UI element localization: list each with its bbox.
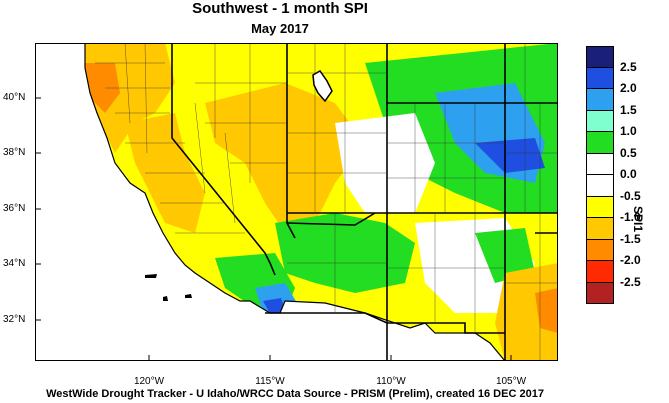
border-nv-az <box>286 212 376 226</box>
zone-utah-normal <box>335 113 435 213</box>
border-ca-nv <box>171 43 276 276</box>
colorbar-segment <box>586 110 614 132</box>
colorbar-segment <box>586 175 614 197</box>
colorbar-segment <box>586 239 614 261</box>
colorbar-tick-label: 0.0 <box>620 167 637 181</box>
colorbar-tick-label: 1.0 <box>620 124 637 138</box>
zone-arizona-wet <box>275 213 415 293</box>
zone-east-nm-dry <box>495 263 558 361</box>
colorbar-tick-label: -2.0 <box>620 253 641 267</box>
map-subtitle: May 2017 <box>251 21 309 36</box>
channel-island <box>145 274 157 278</box>
map-title: Southwest - 1 month SPI <box>192 0 368 17</box>
lat-label: 32°N <box>3 314 26 325</box>
lon-label: 120°W <box>133 376 165 387</box>
colorbar-segment <box>586 196 614 218</box>
coastline <box>84 43 506 361</box>
colorbar-segment <box>586 153 614 175</box>
spi-field <box>85 43 558 361</box>
colorbar-segment <box>586 218 614 240</box>
channel-island <box>163 296 168 301</box>
zone-colorado-wet-very <box>475 138 545 173</box>
colorbar-segment <box>586 132 614 154</box>
colorbar-tick-label: 2.5 <box>620 59 637 74</box>
great-salt-lake <box>312 70 333 103</box>
state-borders <box>171 43 558 361</box>
lon-label: 115°W <box>255 376 285 387</box>
colorbar-tick-label: 1.5 <box>620 102 637 117</box>
colorbar-segment <box>586 67 614 89</box>
colorbar <box>586 46 614 304</box>
zone-norcal-severe <box>85 63 120 113</box>
lon-label: 110°W <box>376 376 406 387</box>
lat-label: 38°N <box>3 147 26 158</box>
colorbar-tick-label: 0.5 <box>620 145 637 160</box>
colorbar-segment <box>586 261 614 283</box>
lon-label: 105°W <box>495 376 527 387</box>
colorbar-tick-label: -1.5 <box>620 231 641 246</box>
zone-east-nm-severe <box>535 288 558 333</box>
channel-island <box>185 294 192 298</box>
border-us-mexico-nm <box>387 322 505 334</box>
county-lines <box>95 43 558 361</box>
zone-nevada-dry <box>205 83 365 233</box>
colorbar-segment <box>586 89 614 111</box>
map-credits: WestWide Drought Tracker - U Idaho/WRCC … <box>46 388 544 400</box>
colorbar-tick-label: 2.0 <box>620 81 637 95</box>
map-frame <box>35 43 558 361</box>
colorbar-segment <box>586 46 614 68</box>
colorbar-segment <box>586 282 614 304</box>
colorbar-tick-label: -2.5 <box>620 274 641 289</box>
border-us-mexico-az <box>265 312 388 324</box>
spi-map <box>35 43 558 361</box>
lat-label: 36°N <box>3 203 26 214</box>
colorbar-tick-label: -1.0 <box>620 210 641 224</box>
lat-label: 34°N <box>3 258 26 269</box>
lat-label: 40°N <box>3 92 26 103</box>
colorbar-tick-label: -0.5 <box>620 188 641 203</box>
